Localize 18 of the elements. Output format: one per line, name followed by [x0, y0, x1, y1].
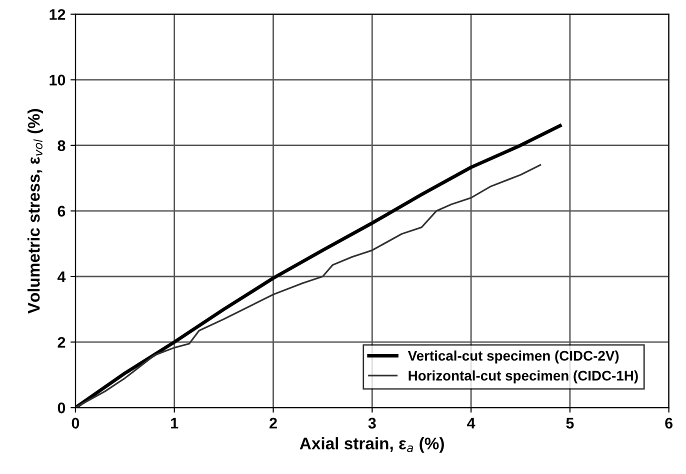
- x-tick-label: 6: [665, 418, 673, 429]
- legend-label: Horizontal-cut specimen (CIDC-1H): [408, 370, 638, 384]
- y-tick-label: 4: [57, 272, 66, 282]
- x-tick-label: 3: [368, 418, 376, 429]
- x-tick-label: 2: [270, 418, 277, 428]
- y-axis-title: Volumetric stress, ε$_{vol}$ (%): [28, 109, 44, 314]
- y-tick-label: 2: [58, 336, 66, 348]
- x-tick-label: 5: [566, 418, 574, 429]
- x-axis-title: Axial strain, ε$_{a}$ (%): [300, 437, 444, 453]
- y-tick-label: 12: [50, 9, 66, 20]
- x-tick-label: 1: [171, 418, 178, 428]
- y-tick-label: 8: [58, 140, 66, 152]
- y-tick-label: 0: [58, 402, 66, 414]
- legend-label: Vertical-cut specimen (CIDC-2V): [408, 350, 619, 364]
- y-tick-label: 10: [50, 74, 66, 86]
- x-tick-label: 0: [72, 418, 80, 429]
- y-tick-label: 6: [58, 206, 66, 217]
- x-tick-label: 4: [467, 418, 476, 428]
